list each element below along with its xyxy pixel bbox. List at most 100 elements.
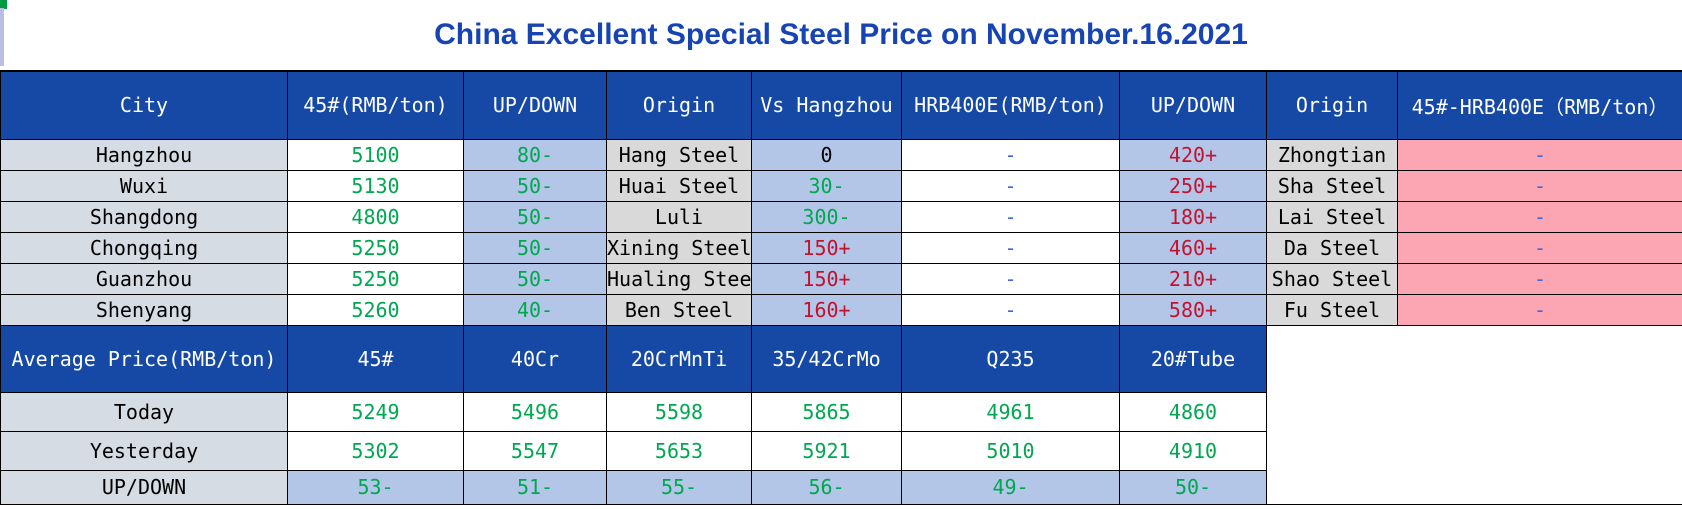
- price45-cell[interactable]: 5250: [287, 231, 464, 264]
- vs-hangzhou-cell[interactable]: 160+: [751, 293, 902, 326]
- vs-hangzhou-cell[interactable]: 150+: [751, 231, 902, 264]
- diff-cell[interactable]: -: [1397, 262, 1682, 295]
- updown-20tube[interactable]: 50-: [1119, 469, 1267, 505]
- price45-cell[interactable]: 5250: [287, 262, 464, 295]
- diff-cell[interactable]: -: [1397, 293, 1682, 326]
- city-cell[interactable]: Guanzhou: [0, 262, 288, 295]
- vs-hangzhou-cell[interactable]: 150+: [751, 262, 902, 295]
- col-header-45-price[interactable]: 45#(RMB/ton): [287, 70, 464, 140]
- col-header-45-minus-hrb400e[interactable]: 45#-HRB400E（RMB/ton）: [1397, 70, 1682, 140]
- origin-cell[interactable]: Ben Steel: [606, 293, 752, 326]
- price45-cell[interactable]: 5260: [287, 293, 464, 326]
- origin2-cell[interactable]: Lai Steel: [1266, 200, 1398, 233]
- price45-cell[interactable]: 5130: [287, 169, 464, 202]
- col-header-updown[interactable]: UP/DOWN: [463, 70, 607, 140]
- hrb400e-cell[interactable]: -: [901, 293, 1120, 326]
- city-cell[interactable]: Wuxi: [0, 169, 288, 202]
- updown-cell[interactable]: 50-: [463, 231, 607, 264]
- updown2-cell[interactable]: 210+: [1119, 262, 1267, 295]
- yesterday-40cr[interactable]: 5547: [463, 430, 607, 471]
- updown-label[interactable]: UP/DOWN: [0, 469, 288, 505]
- origin2-cell[interactable]: Zhongtian: [1266, 138, 1398, 171]
- hrb400e-cell[interactable]: -: [901, 231, 1120, 264]
- diff-cell[interactable]: -: [1397, 200, 1682, 233]
- grade-header-40cr[interactable]: 40Cr: [463, 324, 607, 393]
- today-35-42crmo[interactable]: 5865: [751, 391, 902, 432]
- page-title: China Excellent Special Steel Price on N…: [434, 18, 1248, 51]
- updown2-cell[interactable]: 180+: [1119, 200, 1267, 233]
- origin-cell[interactable]: Xining Steel: [606, 231, 752, 264]
- updown-35-42crmo[interactable]: 56-: [751, 469, 902, 505]
- grade-header-20crmnti[interactable]: 20CrMnTi: [606, 324, 752, 393]
- city-cell[interactable]: Shenyang: [0, 293, 288, 326]
- city-cell[interactable]: Hangzhou: [0, 138, 288, 171]
- updown-cell[interactable]: 50-: [463, 262, 607, 295]
- updown-cell[interactable]: 40-: [463, 293, 607, 326]
- hrb400e-cell[interactable]: -: [901, 138, 1120, 171]
- average-price-label[interactable]: Average Price(RMB/ton): [0, 324, 288, 393]
- yesterday-label[interactable]: Yesterday: [0, 430, 288, 471]
- updown-cell[interactable]: 50-: [463, 169, 607, 202]
- updown2-cell[interactable]: 580+: [1119, 293, 1267, 326]
- origin-cell[interactable]: Hualing Steel: [606, 262, 752, 295]
- corner-green-mark: [0, 0, 7, 9]
- title-bar: China Excellent Special Steel Price on N…: [0, 0, 1682, 70]
- grade-header-q235[interactable]: Q235: [901, 324, 1120, 393]
- steel-price-table: City 45#(RMB/ton) UP/DOWN Origin Vs Hang…: [0, 70, 1682, 505]
- today-20tube[interactable]: 4860: [1119, 391, 1267, 432]
- updown2-cell[interactable]: 460+: [1119, 231, 1267, 264]
- today-row: Today 5249 5496 5598 5865 4961 4860: [0, 391, 1682, 432]
- grade-header-20tube[interactable]: 20#Tube: [1119, 324, 1267, 393]
- diff-cell[interactable]: -: [1397, 231, 1682, 264]
- origin2-cell[interactable]: Da Steel: [1266, 231, 1398, 264]
- updown-cell[interactable]: 50-: [463, 200, 607, 233]
- price45-cell[interactable]: 4800: [287, 200, 464, 233]
- updown-cell[interactable]: 80-: [463, 138, 607, 171]
- col-header-vs-hangzhou[interactable]: Vs Hangzhou: [751, 70, 902, 140]
- yesterday-20tube[interactable]: 4910: [1119, 430, 1267, 471]
- hrb400e-cell[interactable]: -: [901, 200, 1120, 233]
- average-header-row: Average Price(RMB/ton) 45# 40Cr 20CrMnTi…: [0, 324, 1682, 505]
- origin2-cell[interactable]: Shao Steel: [1266, 262, 1398, 295]
- col-header-origin[interactable]: Origin: [606, 70, 752, 140]
- col-header-city[interactable]: City: [0, 70, 288, 140]
- grade-header-35-42crmo[interactable]: 35/42CrMo: [751, 324, 902, 393]
- origin2-cell[interactable]: Sha Steel: [1266, 169, 1398, 202]
- vs-hangzhou-cell[interactable]: 300-: [751, 200, 902, 233]
- vs-hangzhou-cell[interactable]: 0: [751, 138, 902, 171]
- updown-45[interactable]: 53-: [287, 469, 464, 505]
- vs-hangzhou-cell[interactable]: 30-: [751, 169, 902, 202]
- yesterday-45[interactable]: 5302: [287, 430, 464, 471]
- diff-cell[interactable]: -: [1397, 169, 1682, 202]
- city-row-shenyang: Shenyang 5260 40- Ben Steel 160+ - 580+ …: [0, 293, 1682, 326]
- origin2-cell[interactable]: Fu Steel: [1266, 293, 1398, 326]
- yesterday-35-42crmo[interactable]: 5921: [751, 430, 902, 471]
- yesterday-20crmnti[interactable]: 5653: [606, 430, 752, 471]
- updown2-cell[interactable]: 420+: [1119, 138, 1267, 171]
- today-q235[interactable]: 4961: [901, 391, 1120, 432]
- price45-cell[interactable]: 5100: [287, 138, 464, 171]
- today-40cr[interactable]: 5496: [463, 391, 607, 432]
- city-cell[interactable]: Shangdong: [0, 200, 288, 233]
- origin-cell[interactable]: Hang Steel: [606, 138, 752, 171]
- updown-20crmnti[interactable]: 55-: [606, 469, 752, 505]
- hrb400e-cell[interactable]: -: [901, 262, 1120, 295]
- diff-cell[interactable]: -: [1397, 138, 1682, 171]
- left-grid-edge: [0, 8, 4, 66]
- city-cell[interactable]: Chongqing: [0, 231, 288, 264]
- origin-cell[interactable]: Luli: [606, 200, 752, 233]
- yesterday-q235[interactable]: 5010: [901, 430, 1120, 471]
- updown2-cell[interactable]: 250+: [1119, 169, 1267, 202]
- today-20crmnti[interactable]: 5598: [606, 391, 752, 432]
- col-header-updown-2[interactable]: UP/DOWN: [1119, 70, 1267, 140]
- today-label[interactable]: Today: [0, 391, 288, 432]
- top-header-row: City 45#(RMB/ton) UP/DOWN Origin Vs Hang…: [0, 70, 1682, 140]
- origin-cell[interactable]: Huai Steel: [606, 169, 752, 202]
- today-45[interactable]: 5249: [287, 391, 464, 432]
- col-header-origin-2[interactable]: Origin: [1266, 70, 1398, 140]
- hrb400e-cell[interactable]: -: [901, 169, 1120, 202]
- col-header-hrb400e[interactable]: HRB400E(RMB/ton): [901, 70, 1120, 140]
- grade-header-45[interactable]: 45#: [287, 324, 464, 393]
- updown-40cr[interactable]: 51-: [463, 469, 607, 505]
- updown-q235[interactable]: 49-: [901, 469, 1120, 505]
